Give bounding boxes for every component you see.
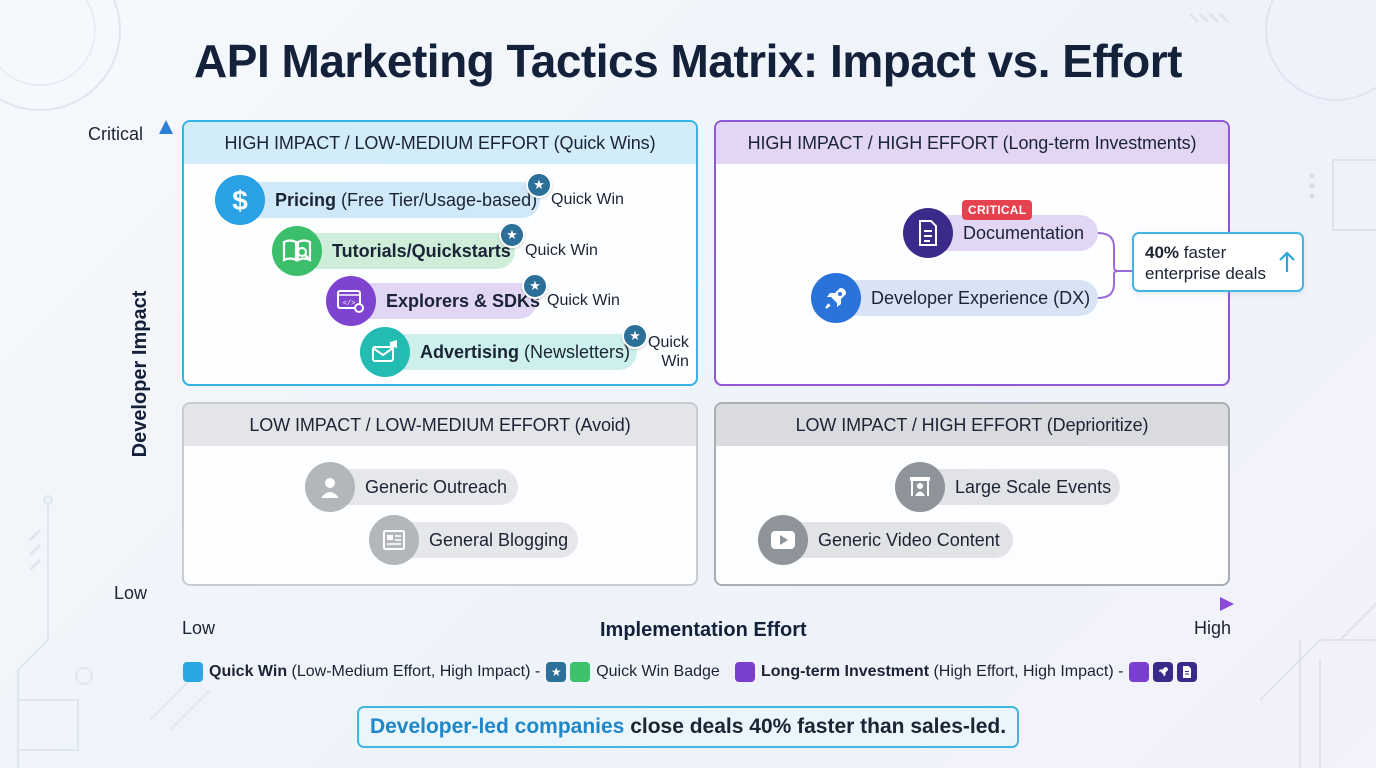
legend-label: Long-term Investment	[761, 663, 930, 680]
tactic-developer-experience: Developer Experience (DX)	[811, 273, 1098, 323]
legend-long-term: Long-term Investment (High Effort, High …	[735, 662, 1198, 682]
tactic-large-scale-events: Large Scale Events	[895, 462, 1120, 512]
banner-text: close deals 40% faster than sales-led.	[624, 715, 1007, 738]
book-search-icon	[272, 226, 322, 276]
legend-desc: (Low-Medium Effort, High Impact) -	[287, 663, 541, 680]
y-axis-bottom-tick: Low	[114, 583, 148, 603]
document-icon	[1177, 662, 1198, 682]
svg-text:</>: </>	[343, 300, 356, 308]
tactic-label: Generic Video Content	[818, 529, 1000, 550]
rocket-icon	[811, 273, 861, 323]
tactic-tutorials: Tutorials/Quickstarts	[272, 226, 515, 276]
document-icon	[903, 208, 953, 258]
y-axis-top-tick: Critical	[88, 124, 144, 144]
callout-stat: 40%	[1145, 243, 1180, 262]
legend-label: Quick Win Badge	[596, 663, 720, 680]
quick-win-label-line2: Win	[661, 353, 689, 370]
quick-win-label: Quick Win	[525, 242, 598, 259]
legend-label: Quick Win	[209, 663, 288, 680]
tactic-general-blogging: General Blogging	[369, 515, 578, 565]
star-icon: ★	[522, 273, 548, 299]
tactic-pricing: $ Pricing (Free Tier/Usage-based)	[215, 175, 540, 225]
quadrant-title: LOW IMPACT / LOW-MEDIUM EFFORT (Avoid)	[184, 404, 696, 446]
video-play-icon	[758, 515, 808, 565]
x-axis-label: Implementation Effort	[600, 619, 807, 641]
tactic-detail: (Newsletters)	[519, 341, 631, 362]
envelope-megaphone-icon	[360, 327, 410, 377]
banner-highlight: Developer-led companies	[369, 715, 625, 738]
tactic-label: Pricing	[275, 189, 337, 210]
legend-swatch-quick-win	[183, 662, 203, 682]
legend-desc: (High Effort, High Impact) -	[929, 663, 1124, 680]
quick-win-label: Quick Win	[551, 191, 624, 208]
y-axis-label: Developer Impact	[129, 290, 151, 458]
critical-badge: CRITICAL	[962, 200, 1033, 220]
newspaper-icon	[369, 515, 419, 565]
tactic-label: Large Scale Events	[955, 476, 1112, 497]
tactic-detail: (Free Tier/Usage-based)	[336, 189, 538, 210]
tactic-generic-video: Generic Video Content	[758, 515, 1013, 565]
quadrant-title: HIGH IMPACT / LOW-MEDIUM EFFORT (Quick W…	[184, 122, 696, 164]
tactic-label: Tutorials/Quickstarts	[332, 240, 511, 261]
person-icon	[305, 462, 355, 512]
tactic-generic-outreach: Generic Outreach	[305, 462, 518, 512]
x-axis-right-tick: High	[1194, 618, 1232, 638]
tactic-label: Developer Experience (DX)	[871, 287, 1091, 308]
code-gear-icon: </>	[326, 276, 376, 326]
callout-line2: enterprise deals	[1145, 264, 1266, 283]
star-icon: ★	[526, 172, 552, 198]
tactic-documentation: Documentation	[903, 208, 1098, 258]
quick-win-label: Quick Win	[547, 292, 620, 309]
legend-quick-win: Quick Win (Low-Medium Effort, High Impac…	[183, 662, 720, 682]
tactic-label: General Blogging	[429, 529, 569, 550]
page-title: API Marketing Tactics Matrix: Impact vs.…	[194, 35, 1182, 87]
quick-win-label: Quick Win	[648, 333, 689, 371]
tactic-label: Advertising	[420, 341, 520, 362]
stage-event-icon	[895, 462, 945, 512]
tactic-advertising: Advertising (Newsletters)	[360, 327, 637, 377]
quadrant-title: LOW IMPACT / HIGH EFFORT (Deprioritize)	[716, 404, 1228, 446]
tactic-label: Generic Outreach	[365, 476, 508, 497]
quadrant-title: HIGH IMPACT / HIGH EFFORT (Long-term Inv…	[716, 122, 1228, 164]
legend-swatch-long-term-2	[1129, 662, 1150, 682]
stat-callout: 40% faster enterprise deals	[1132, 232, 1304, 292]
arrow-up-icon	[1279, 251, 1295, 272]
star-icon: ★	[622, 323, 648, 349]
dollar-icon: $	[215, 175, 265, 225]
callout-text: 40% faster enterprise deals	[1145, 242, 1266, 284]
tactic-explorers-sdks: </> Explorers & SDKs	[326, 276, 541, 326]
tactic-label: Documentation	[963, 222, 1085, 243]
callout-line1: faster	[1179, 243, 1227, 262]
svg-text:$: $	[232, 185, 248, 215]
rocket-icon	[1153, 662, 1174, 682]
legend-swatch-badge	[570, 662, 591, 682]
star-icon: ★	[546, 662, 567, 682]
legend-swatch-long-term	[735, 662, 755, 682]
key-insight-banner: Developer-led companies close deals 40% …	[357, 706, 1019, 748]
x-axis-left-tick: Low	[182, 618, 216, 638]
quick-win-label-line1: Quick	[648, 334, 689, 351]
star-icon: ★	[499, 222, 525, 248]
tactic-label: Explorers & SDKs	[386, 290, 541, 311]
